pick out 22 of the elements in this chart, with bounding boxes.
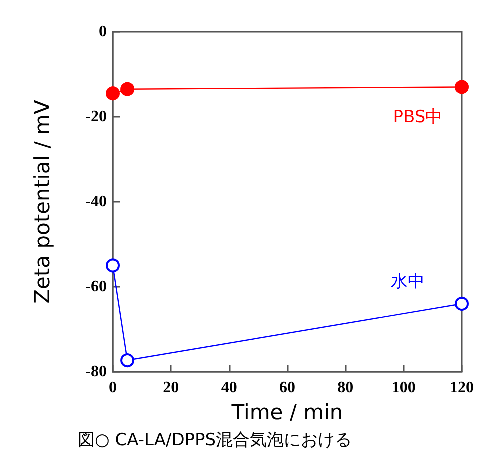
x-tick-label: 120 (450, 380, 474, 396)
text: 図○ CA-LA/DPPS混合気泡における (78, 430, 352, 450)
series-label: PBS中 (393, 107, 443, 128)
y-tick-label: 0 (99, 24, 107, 40)
x-tick-label: 80 (338, 380, 354, 396)
point (106, 86, 120, 101)
x-axis-title: Time / min (230, 400, 344, 424)
y-tick-label: -80 (86, 364, 107, 380)
series-label: 水中 (391, 272, 425, 292)
x-tick-label: 100 (392, 380, 416, 396)
point (455, 80, 469, 94)
point (120, 82, 135, 96)
point (106, 258, 120, 273)
y-axis-title: Zeta potential / mV (30, 99, 54, 304)
x-tick-label: 20 (163, 380, 180, 396)
y-tick-label: -40 (86, 194, 107, 210)
point (455, 297, 469, 311)
x-tick-label: 40 (221, 380, 238, 396)
point (120, 354, 135, 368)
y-tick-label: -60 (86, 278, 107, 296)
x-tick-label: 60 (280, 380, 296, 396)
y-tick-label: -20 (86, 108, 107, 126)
